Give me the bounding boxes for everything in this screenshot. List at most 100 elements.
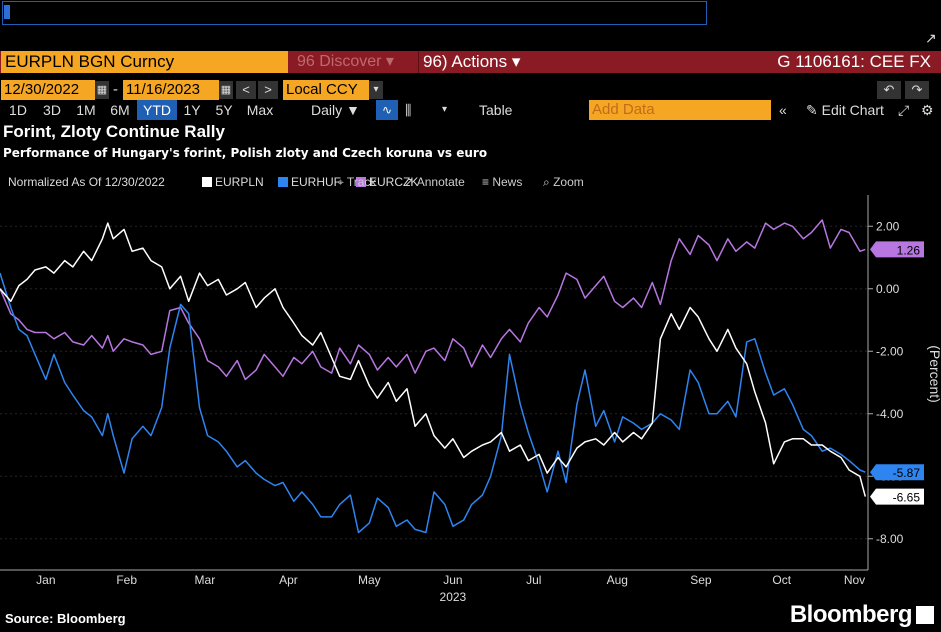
range-5y[interactable]: 5Y <box>215 102 233 118</box>
table-button[interactable]: Table <box>479 102 513 118</box>
close-icon[interactable]: ↗ <box>925 30 937 46</box>
edit-chart-label: Edit Chart <box>821 102 884 118</box>
x-tick-label: Sep <box>690 573 712 587</box>
news-icon: ≡ <box>482 175 493 189</box>
range-ytd[interactable]: YTD <box>137 100 177 120</box>
currency-select[interactable]: Local CCY <box>283 80 369 100</box>
chevron-down-icon[interactable]: ▾ <box>369 81 383 99</box>
annotate-tool[interactable]: ↗ Annotate <box>404 171 465 193</box>
annotate-icon: ↗ <box>404 175 417 189</box>
zoom-label: Zoom <box>553 175 584 189</box>
series-line-eurhuf <box>0 272 866 534</box>
series-line-eurpln <box>0 222 867 497</box>
x-tick-label: Feb <box>116 573 137 587</box>
legend-normalized: Normalized As Of 12/30/2022 <box>8 175 165 189</box>
actions-label: Actions <box>451 52 508 71</box>
start-date-value: 12/30/2022 <box>4 81 80 98</box>
x-tick-label: Apr <box>279 573 298 587</box>
command-line[interactable] <box>2 1 707 25</box>
value-tag-label: 1.26 <box>897 243 921 257</box>
start-date-input[interactable]: 12/30/2022 <box>1 80 95 100</box>
security-field[interactable]: EURPLN BGN Curncy <box>1 51 288 73</box>
logo-mark-icon <box>916 606 934 624</box>
range-1d[interactable]: 1D <box>9 102 27 118</box>
range-1m[interactable]: 1M <box>76 102 96 118</box>
legend-label: EURCZK <box>369 175 419 189</box>
y-tick-label: -2.00 <box>876 344 904 358</box>
currency-value: Local CCY <box>286 81 358 98</box>
collapse-icon[interactable]: « <box>779 102 787 118</box>
discover-icon: 96 <box>297 53 320 70</box>
end-date-input[interactable]: 11/16/2023 <box>123 80 219 100</box>
x-tick-label: Jan <box>36 573 55 587</box>
bloomberg-logo: Bloomberg <box>790 601 934 629</box>
source-label: Source: Bloomberg <box>5 611 126 626</box>
legend: Normalized As Of 12/30/2022 EURPLN EURHUF… <box>0 171 860 193</box>
chevron-left-icon[interactable]: < <box>236 81 256 99</box>
gear-icon[interactable]: ⚙ <box>921 102 934 118</box>
chevron-down-icon: ▾ <box>507 52 521 71</box>
legend-swatch <box>356 177 366 187</box>
chevron-down-icon[interactable]: ▾ <box>442 104 448 115</box>
line-chart-icon[interactable]: ∿ <box>376 100 398 120</box>
ticker-label: G 1106161: CEE FX <box>777 52 931 71</box>
range-selector: 1D 3D 1M 6M YTD 1Y 5Y Max <box>0 100 310 120</box>
legend-label: EURHUF <box>291 175 341 189</box>
value-tag-label: -5.87 <box>893 466 921 480</box>
legend-item-eurpln[interactable]: EURPLN <box>202 171 264 193</box>
actions-icon: 96) <box>423 52 452 71</box>
security-label: EURPLN BGN Curncy <box>5 52 175 71</box>
actions-button[interactable]: 96) Actions ▾ <box>418 51 536 73</box>
value-tag-label: -6.65 <box>893 491 921 505</box>
legend-label: EURPLN <box>215 175 264 189</box>
y-tick-label: 0.00 <box>876 282 900 296</box>
chart-title: Forint, Zloty Continue Rally <box>3 122 225 141</box>
track-label: Track <box>346 175 377 189</box>
legend-swatch <box>278 177 288 187</box>
value-tag-eurpln <box>870 488 924 505</box>
bar-chart-icon[interactable]: ⫼ <box>405 102 412 118</box>
undo-icon[interactable]: ↶ <box>877 81 901 99</box>
brand-label: Bloomberg <box>789 601 913 628</box>
date-separator: - <box>113 81 118 98</box>
redo-icon[interactable]: ↷ <box>905 81 929 99</box>
x-tick-label: May <box>358 573 381 587</box>
x-tick-label: Nov <box>844 573 865 587</box>
news-label: News <box>492 175 523 189</box>
calendar-icon[interactable]: ▦ <box>219 81 233 99</box>
x-axis-label: 2023 <box>440 590 467 604</box>
discover-button[interactable]: 96 Discover ▾ <box>293 51 413 73</box>
news-tool[interactable]: ≡ News <box>482 171 522 193</box>
chevron-right-icon[interactable]: > <box>258 81 278 99</box>
edit-chart-button[interactable]: ✎ Edit Chart <box>806 100 884 120</box>
frequency-select[interactable]: Daily ▼ <box>311 100 360 120</box>
y-tick-label: -8.00 <box>876 532 904 546</box>
x-tick-label: Oct <box>772 573 791 587</box>
discover-label: Discover <box>319 53 382 70</box>
x-tick-label: Jun <box>443 573 462 587</box>
end-date-value: 11/16/2023 <box>126 81 200 98</box>
zoom-tool[interactable]: ⌕ Zoom <box>543 171 584 193</box>
range-6m[interactable]: 6M <box>110 102 130 118</box>
plot-area <box>0 195 868 570</box>
legend-item-eurhuf[interactable]: EURHUF <box>278 171 341 193</box>
calendar-icon[interactable]: ▦ <box>95 81 109 99</box>
x-tick-label: Jul <box>526 573 541 587</box>
range-max[interactable]: Max <box>246 102 274 118</box>
add-data-input[interactable]: Add Data <box>589 100 771 120</box>
y-tick-label: -4.00 <box>876 407 904 421</box>
x-tick-label: Mar <box>195 573 216 587</box>
y-axis-label: (Percent) <box>927 345 941 403</box>
edit-icon[interactable]: ⤢ <box>898 102 910 118</box>
track-icon: ⌖ <box>337 175 347 189</box>
range-1y[interactable]: 1Y <box>183 102 201 118</box>
annotate-label: Annotate <box>416 175 465 189</box>
chevron-down-icon: ▼ <box>346 102 360 118</box>
track-tool[interactable]: ⌖ Track <box>337 171 376 193</box>
chevron-down-icon: ▾ <box>381 53 394 70</box>
command-cursor <box>4 5 10 19</box>
range-3d[interactable]: 3D <box>43 102 61 118</box>
legend-item-eurczk[interactable]: EURCZK <box>356 171 418 193</box>
frequency-label: Daily <box>311 102 343 118</box>
